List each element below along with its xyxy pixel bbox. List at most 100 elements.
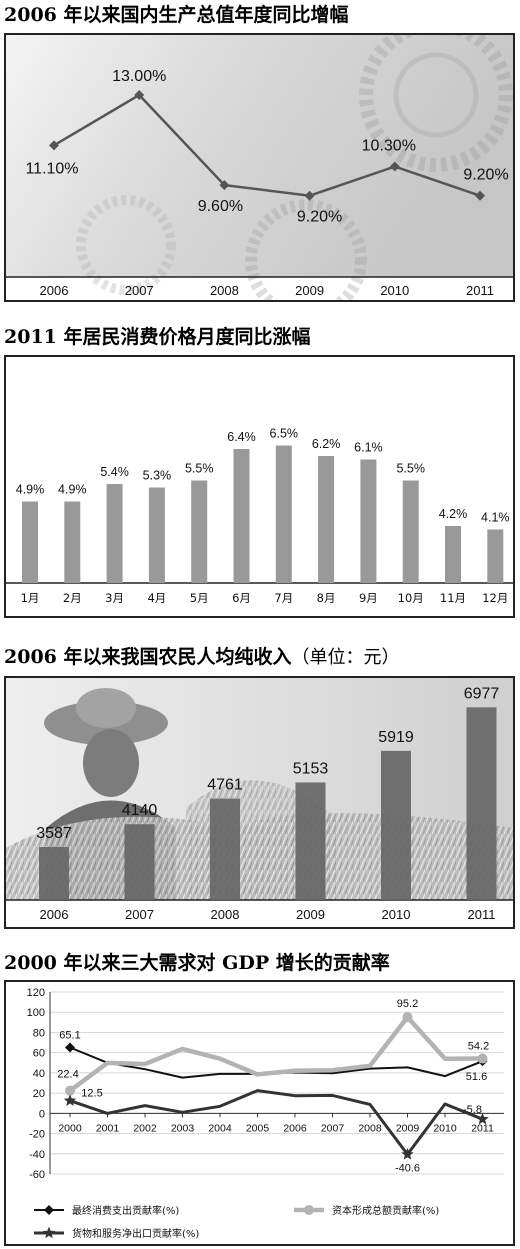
income-data-label: 4761 [207, 777, 243, 794]
gdp-x-tick-label: 2006 [40, 283, 69, 298]
cpi-x-tick-label: 7月 [274, 591, 293, 605]
legend-net-export-marker-icon [42, 1226, 56, 1239]
income-bar [381, 750, 411, 900]
demand-annotation: 65.1 [59, 1030, 80, 1042]
demand-y-tick-label: -40 [29, 1149, 45, 1161]
cpi-x-tick-label: 4月 [147, 591, 166, 605]
gdp-data-point [389, 161, 400, 172]
demand-x-tick-label: 2003 [171, 1122, 195, 1134]
demand-annotation: 54.2 [468, 1041, 489, 1053]
demand-annotation: 12.5 [81, 1088, 102, 1100]
income-chart-title-unit: （单位：元） [291, 647, 400, 668]
demand-y-tick-label: -60 [29, 1169, 45, 1181]
income-x-tick-label: 2011 [468, 907, 496, 922]
cpi-bar [64, 501, 81, 583]
cpi-x-tick-label: 6月 [232, 591, 251, 605]
cpi-x-tick-label: 3月 [105, 591, 124, 605]
demand-y-tick-label: 0 [39, 1108, 45, 1120]
gdp-data-point [134, 90, 145, 100]
income-bar [39, 846, 69, 900]
demand-y-tick-label: 40 [33, 1068, 45, 1080]
demand-y-tick-label: 60 [33, 1048, 45, 1060]
demand-x-tick-label: 2005 [246, 1122, 270, 1134]
demand-chart-panel: 120 100 80 60 40 20 0 -20 -40 -60 2000 2001 2002 2003… [4, 980, 515, 1246]
cpi-x-tick-label: 5月 [190, 591, 209, 605]
legend-capital-marker-icon [304, 1205, 314, 1215]
income-data-label: 6977 [464, 685, 500, 702]
income-chart-panel: 3587 2006 4140 2007 4761 2008 5153 2009 5919 2010… [4, 676, 515, 929]
demand-net-export-marker [63, 1094, 77, 1106]
cpi-data-label: 6.1% [354, 441, 383, 455]
gdp-series-line [53, 93, 481, 197]
demand-x-tick-label: 2001 [96, 1122, 120, 1134]
cpi-x-tick-label: 1月 [21, 591, 40, 605]
cpi-bar [191, 480, 208, 583]
cpi-data-label: 4.9% [16, 483, 45, 497]
demand-consumption-marker [65, 1042, 75, 1053]
cpi-x-tick-label: 2月 [63, 591, 82, 605]
gdp-data-label: 9.20% [297, 209, 342, 226]
income-bar [124, 824, 155, 900]
demand-annotation: -40.6 [395, 1162, 420, 1174]
income-bar [466, 707, 497, 900]
gdp-x-tick-label: 2007 [125, 283, 154, 298]
cpi-chart-title: 2011 年居民消费价格月度同比涨幅 [4, 326, 311, 348]
cpi-x-tick-label: 10月 [398, 591, 424, 605]
demand-x-tick-label: 2009 [396, 1122, 420, 1134]
income-x-tick-label: 2008 [211, 907, 240, 922]
demand-capital-line [68, 1014, 483, 1093]
legend-capital-label: 资本形成总额贡献率(%) [332, 1204, 439, 1217]
demand-x-tick-label: 2007 [321, 1122, 345, 1134]
income-bar [295, 782, 326, 900]
gdp-data-label: 9.20% [463, 167, 508, 184]
gdp-data-label: 9.60% [198, 198, 243, 215]
income-bar [210, 798, 240, 900]
demand-x-tick-label: 2011 [471, 1122, 494, 1134]
income-chart-title: 2006 年以来我国农民人均纯收入（单位：元） [4, 642, 400, 669]
gdp-data-label: 11.10% [25, 160, 78, 177]
legend-consumption-label: 最终消费支出贡献率(%) [72, 1204, 179, 1217]
gdp-x-tick-label: 2009 [295, 283, 324, 298]
gdp-x-tick-label: 2011 [466, 283, 494, 298]
demand-y-tick-label: 20 [33, 1088, 45, 1100]
cpi-bar [22, 501, 38, 583]
gdp-data-label: 10.30% [362, 138, 416, 155]
cpi-bar [360, 459, 377, 583]
cpi-x-tick-label: 9月 [359, 591, 378, 605]
cpi-x-tick-label: 11月 [440, 591, 466, 605]
income-data-label: 5153 [293, 760, 329, 777]
demand-chart-svg: 120 100 80 60 40 20 0 -20 -40 -60 2000 2001 2002 2003… [27, 987, 504, 1240]
demand-annotation: 22.4 [57, 1069, 78, 1081]
cpi-bar [275, 445, 292, 583]
demand-net-export-line [69, 1089, 484, 1156]
cpi-chart-panel: 4.9% 1月 4.9% 2月 5.4% 3月 5.3% 4月 5.5% 5月 6.4% 6月 6.5%… [4, 355, 515, 618]
income-data-label: 5919 [378, 729, 414, 746]
demand-capital-marker [402, 1012, 413, 1023]
gdp-chart-svg: 11.10% 2006 13.00% 2007 9.60% 2008 9.20% 2009 10… [6, 35, 513, 300]
demand-x-tick-label: 2002 [133, 1122, 157, 1134]
demand-net-export-marker [476, 1112, 489, 1125]
cpi-bar [106, 484, 123, 583]
demand-annotation: 51.6 [466, 1071, 487, 1083]
demand-x-tick-label: 2008 [358, 1122, 382, 1134]
income-x-tick-label: 2010 [382, 907, 411, 922]
cpi-data-label: 6.5% [270, 427, 299, 441]
cpi-data-label: 5.4% [100, 465, 129, 479]
cpi-data-label: 4.9% [58, 483, 87, 497]
cpi-data-label: 5.5% [396, 462, 425, 476]
cpi-bar [318, 456, 335, 583]
demand-capital-marker [65, 1085, 75, 1096]
cpi-data-label: 5.3% [143, 469, 172, 483]
cpi-bar [487, 529, 504, 583]
legend-consumption-marker-icon [44, 1205, 54, 1215]
demand-y-tick-label: -20 [29, 1129, 45, 1141]
cpi-data-label: 4.2% [439, 507, 468, 521]
income-data-label: 3587 [36, 825, 72, 842]
gdp-x-tick-label: 2010 [380, 283, 409, 298]
demand-y-tick-label: 80 [33, 1027, 45, 1039]
cpi-data-label: 4.1% [481, 511, 510, 525]
gdp-data-label: 13.00% [112, 68, 166, 85]
demand-x-tick-label: 2010 [433, 1122, 457, 1134]
cpi-bar [148, 487, 165, 583]
cpi-chart-svg: 4.9% 1月 4.9% 2月 5.4% 3月 5.3% 4月 5.5% 5月 6.4% 6月 6.5%… [6, 427, 513, 605]
